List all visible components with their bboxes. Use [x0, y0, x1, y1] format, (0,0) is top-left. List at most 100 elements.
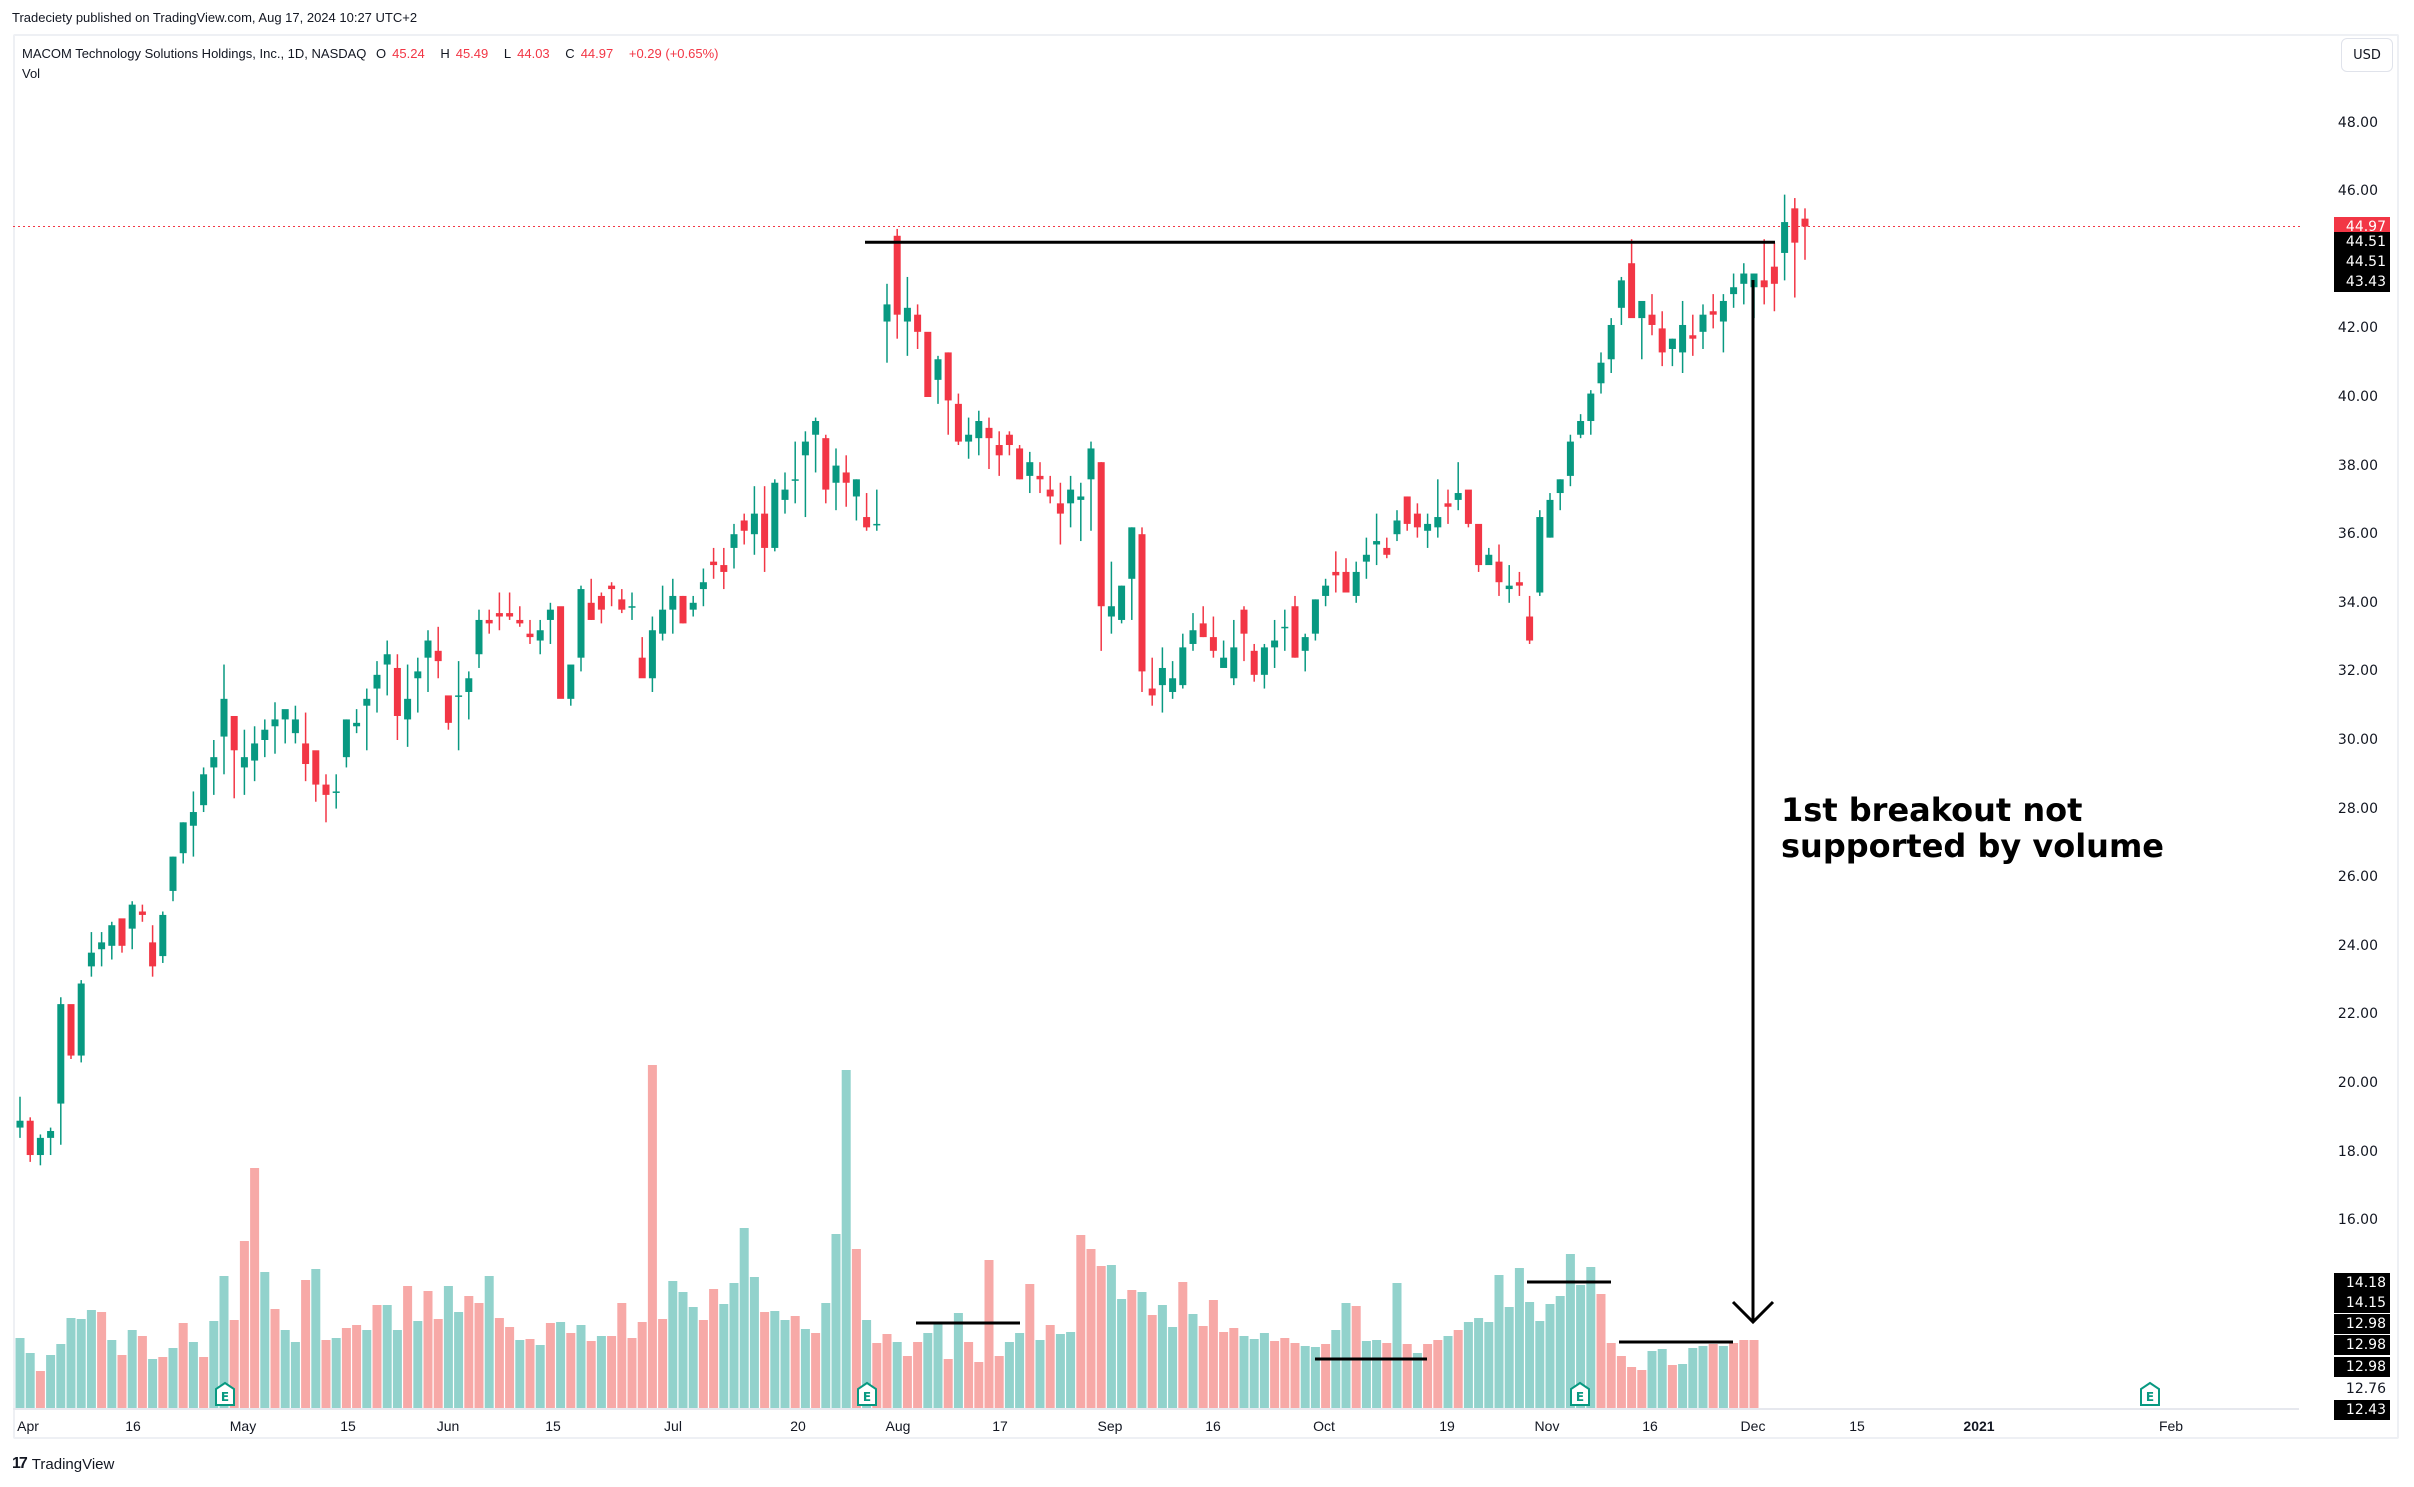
volume-bar	[821, 1303, 831, 1408]
candle-body	[546, 609, 554, 620]
candle-body	[1046, 489, 1054, 497]
candle-body	[618, 599, 626, 610]
candle-body	[455, 695, 463, 697]
time-axis-label: Jul	[664, 1418, 682, 1434]
candle-body	[1291, 606, 1299, 658]
volume-bar	[1239, 1336, 1249, 1408]
candle-body	[1169, 678, 1177, 692]
candle-body	[363, 698, 371, 706]
svg-text:E: E	[221, 1390, 229, 1404]
volume-bar	[1729, 1343, 1739, 1408]
symbol-title[interactable]: MACOM Technology Solutions Holdings, Inc…	[22, 46, 367, 61]
volume-bar	[209, 1321, 219, 1408]
candle-body	[200, 774, 208, 806]
candle-body	[1067, 489, 1075, 504]
volume-bar	[1198, 1326, 1208, 1408]
volume-bar	[199, 1357, 209, 1408]
earnings-e-icon[interactable]: E	[857, 1381, 877, 1406]
candle-body	[322, 784, 330, 795]
volume-bar	[586, 1341, 596, 1408]
candle-body	[475, 619, 483, 655]
volume-bar	[1249, 1339, 1259, 1408]
candle-body	[1628, 263, 1636, 319]
candle-body	[98, 942, 106, 950]
price-tag: 44.97	[2334, 216, 2390, 237]
volume-bar	[739, 1228, 749, 1408]
volume-bar	[1015, 1333, 1025, 1408]
publisher-credit: Tradeciety published on TradingView.com,…	[12, 10, 418, 25]
volume-bar	[545, 1323, 555, 1408]
volume-bar	[484, 1276, 494, 1408]
candle-body	[924, 331, 932, 397]
candle-body	[1352, 571, 1360, 596]
volume-bar	[86, 1310, 96, 1408]
volume-bar	[1657, 1349, 1667, 1408]
candle-body	[149, 942, 157, 967]
candle-body	[944, 352, 952, 401]
currency-button[interactable]: USD	[2341, 38, 2393, 72]
volume-bar	[1300, 1346, 1310, 1408]
earnings-e-icon[interactable]: E	[2140, 1381, 2160, 1406]
candle-body	[1413, 513, 1421, 528]
time-axis[interactable]: Apr 16 May 15 Jun 15 Jul 20 Aug 17 Sep 16 Oct 19 Nov 16…	[13, 1408, 2299, 1440]
annotation-line-1: 1st breakout not	[1781, 791, 2083, 829]
volume-bar	[1667, 1365, 1677, 1408]
candle-body	[1077, 496, 1085, 500]
volume-bar	[1045, 1325, 1055, 1408]
volume-bar	[239, 1241, 249, 1408]
candle-body	[1056, 503, 1064, 514]
volume-bar	[556, 1322, 566, 1408]
earnings-e-icon[interactable]: E	[1570, 1381, 1590, 1406]
candle-body	[77, 983, 85, 1056]
volume-bar	[1076, 1235, 1086, 1408]
candle-body	[1311, 599, 1319, 634]
volume-bar	[800, 1329, 810, 1408]
candle-body	[495, 613, 503, 617]
candle-body	[108, 925, 116, 946]
annotation-line-2: supported by volume	[1781, 827, 2164, 865]
candle-body	[1260, 647, 1268, 675]
candle-body	[812, 421, 820, 435]
volume-bar	[576, 1325, 586, 1408]
earnings-e-icon[interactable]: E	[215, 1381, 235, 1406]
volume-bar	[178, 1323, 188, 1408]
volume-bar	[505, 1327, 515, 1408]
arrow-down-icon[interactable]	[1731, 1300, 1775, 1325]
candle-body	[210, 757, 218, 768]
candle-body	[1118, 585, 1126, 620]
volume-indicator-label[interactable]: Vol	[22, 66, 41, 81]
price-axis-label: 38.00	[2337, 457, 2378, 474]
volume-bar	[290, 1342, 300, 1408]
volume-bar	[1453, 1330, 1463, 1408]
volume-bar	[443, 1286, 453, 1408]
candle-body	[1005, 434, 1013, 446]
candle-body	[1536, 517, 1544, 593]
volume-bar	[219, 1276, 229, 1408]
volume-bar	[1025, 1284, 1035, 1408]
candle-body	[985, 427, 993, 439]
candle-body	[822, 438, 830, 490]
candle-body	[730, 534, 738, 548]
volume-bar	[352, 1325, 362, 1408]
price-axis[interactable]: 48.0046.0044.0042.0040.0038.0036.0034.00…	[2300, 36, 2398, 1406]
volume-bar	[1106, 1265, 1116, 1408]
candle-body	[1434, 517, 1442, 528]
candle-body	[597, 595, 605, 610]
volume-bar	[1361, 1341, 1371, 1408]
volume-bar	[148, 1359, 158, 1408]
candle-body	[1128, 527, 1136, 579]
candle-body	[1220, 657, 1228, 668]
candle-body	[557, 606, 565, 699]
volume-tag: 14.15	[2334, 1293, 2390, 1313]
volume-bar	[1178, 1282, 1188, 1408]
candle-body	[1781, 222, 1789, 253]
price-axis-label: 36.00	[2337, 526, 2378, 543]
time-axis-label: 16	[1642, 1418, 1658, 1434]
volume-bar	[1637, 1370, 1647, 1408]
annotation-text: 1st breakout not supported by volume	[1781, 792, 2164, 864]
candle-body	[465, 678, 473, 692]
candle-body	[536, 630, 544, 641]
chart-panel[interactable]	[13, 34, 2399, 1439]
candle-body	[26, 1120, 34, 1156]
